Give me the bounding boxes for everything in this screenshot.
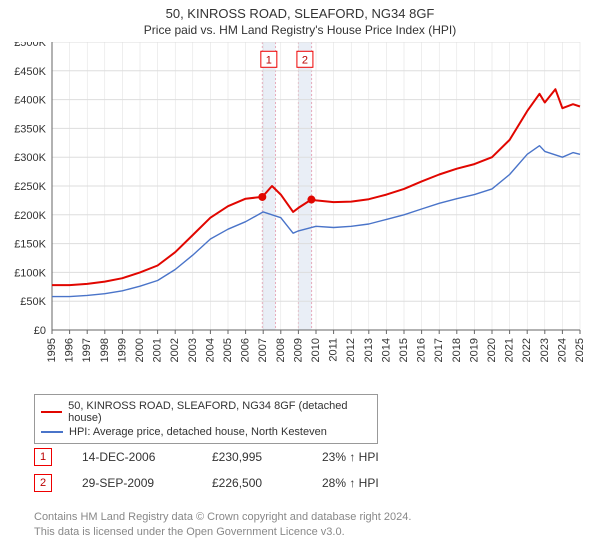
svg-text:2005: 2005 [222,338,234,362]
legend-swatch [41,431,63,433]
attribution-footer: Contains HM Land Registry data © Crown c… [34,510,574,540]
transaction-price: £226,500 [212,476,292,490]
svg-text:£450K: £450K [14,66,46,78]
svg-text:£0: £0 [34,325,46,337]
svg-text:2003: 2003 [187,338,199,362]
svg-text:2011: 2011 [328,338,340,362]
legend-label: HPI: Average price, detached house, Nort… [69,426,327,438]
svg-text:2001: 2001 [152,338,164,362]
svg-text:2019: 2019 [468,338,480,362]
legend-label: 50, KINROSS ROAD, SLEAFORD, NG34 8GF (de… [68,400,371,424]
legend-item: HPI: Average price, detached house, Nort… [41,425,371,439]
svg-text:2016: 2016 [416,338,428,362]
svg-text:2022: 2022 [521,338,533,362]
legend: 50, KINROSS ROAD, SLEAFORD, NG34 8GF (de… [34,394,378,444]
svg-text:2013: 2013 [363,338,375,362]
svg-text:£50K: £50K [20,296,46,308]
svg-text:2023: 2023 [539,338,551,362]
svg-text:2002: 2002 [169,338,181,362]
svg-text:£300K: £300K [14,152,46,164]
page-subtitle: Price paid vs. HM Land Registry's House … [0,21,600,37]
svg-text:2000: 2000 [134,338,146,362]
transaction-pct: 23% ↑ HPI [322,450,379,464]
svg-text:2020: 2020 [486,338,498,362]
price-chart: £0 £50K £100K £150K £200K £250K £300K £350K £400… [0,42,600,382]
svg-text:£250K: £250K [14,181,46,193]
legend-item: 50, KINROSS ROAD, SLEAFORD, NG34 8GF (de… [41,399,371,425]
svg-text:2017: 2017 [433,338,445,362]
svg-text:1997: 1997 [81,338,93,362]
svg-text:1999: 1999 [116,338,128,362]
svg-text:£350K: £350K [14,123,46,135]
transaction-pct: 28% ↑ HPI [322,476,379,490]
transaction-marker: 2 [34,474,52,492]
table-row: 1 14-DEC-2006 £230,995 23% ↑ HPI [34,444,379,470]
svg-text:2018: 2018 [451,338,463,362]
svg-text:1996: 1996 [64,338,76,362]
svg-text:£400K: £400K [14,95,46,107]
transaction-price: £230,995 [212,450,292,464]
svg-text:2012: 2012 [345,338,357,362]
page-title: 50, KINROSS ROAD, SLEAFORD, NG34 8GF [0,6,600,21]
legend-swatch [41,411,62,413]
svg-text:2015: 2015 [398,338,410,362]
svg-text:2025: 2025 [574,338,586,362]
svg-text:2010: 2010 [310,338,322,362]
transaction-date: 29-SEP-2009 [82,476,182,490]
svg-text:2004: 2004 [204,338,216,362]
svg-text:1: 1 [266,54,272,66]
svg-text:2024: 2024 [556,338,568,362]
svg-text:2006: 2006 [240,338,252,362]
svg-text:1998: 1998 [99,338,111,362]
svg-text:2: 2 [302,54,308,66]
table-row: 2 29-SEP-2009 £226,500 28% ↑ HPI [34,470,379,496]
transactions-table: 1 14-DEC-2006 £230,995 23% ↑ HPI 2 29-SE… [34,444,379,496]
svg-text:£500K: £500K [14,42,46,49]
svg-text:2009: 2009 [292,338,304,362]
footer-line: This data is licensed under the Open Gov… [34,525,574,540]
svg-text:£150K: £150K [14,239,46,251]
transaction-date: 14-DEC-2006 [82,450,182,464]
footer-line: Contains HM Land Registry data © Crown c… [34,510,574,525]
svg-text:2007: 2007 [257,338,269,362]
svg-text:2021: 2021 [504,338,516,362]
svg-text:2014: 2014 [380,338,392,362]
svg-text:1995: 1995 [46,338,58,362]
svg-text:£200K: £200K [14,210,46,222]
transaction-marker: 1 [34,448,52,466]
svg-text:£100K: £100K [14,267,46,279]
svg-text:2008: 2008 [275,338,287,362]
